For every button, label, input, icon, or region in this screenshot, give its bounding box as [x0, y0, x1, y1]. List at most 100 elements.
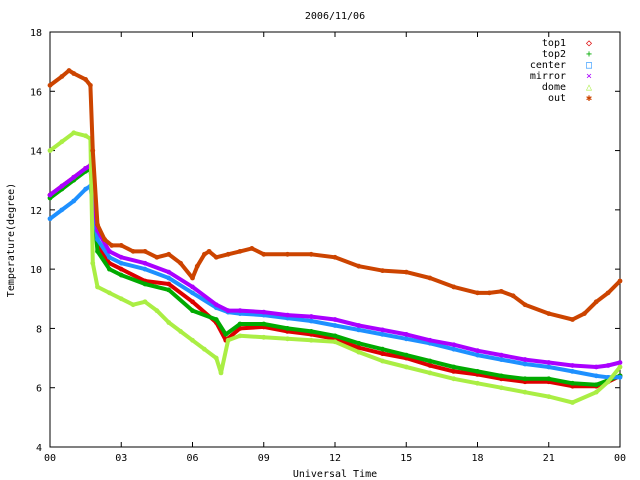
data-point-out [194, 263, 200, 269]
data-point-mirror [403, 331, 409, 337]
data-point-center [190, 290, 195, 296]
data-point-dome [605, 379, 611, 385]
data-point-mirror [451, 342, 457, 348]
data-point-top2 [498, 373, 504, 379]
data-point-out [206, 248, 212, 254]
x-tick-label: 06 [186, 453, 198, 464]
x-tick-label: 12 [329, 453, 341, 464]
series-line-top1 [48, 163, 622, 389]
data-point-mirror [570, 363, 575, 368]
data-point-mirror [190, 284, 195, 290]
data-point-out [261, 251, 267, 257]
data-point-dome [403, 364, 409, 370]
data-point-top2 [118, 272, 124, 278]
data-point-out [510, 293, 516, 299]
data-point-out [522, 302, 528, 308]
data-point-dome [213, 355, 219, 361]
data-point-top2 [190, 308, 195, 314]
data-point-mirror [225, 308, 231, 314]
data-point-out [356, 263, 362, 269]
data-point-out [83, 77, 89, 82]
data-point-dome [201, 346, 207, 352]
data-point-mirror [47, 192, 53, 198]
data-point-out [59, 74, 65, 79]
data-point-center [106, 254, 112, 260]
data-point-out [225, 251, 231, 257]
data-point-center [403, 336, 409, 342]
data-point-out [118, 243, 124, 248]
legend-marker-out: ✱ [586, 93, 592, 104]
x-tick-label: 21 [543, 453, 555, 464]
data-point-top2 [213, 317, 219, 322]
data-point-mirror [59, 183, 65, 189]
data-point-center [593, 373, 599, 379]
data-point-top2 [522, 376, 528, 382]
data-point-dome [261, 334, 267, 340]
data-point-top2 [403, 352, 409, 358]
data-point-center [451, 346, 457, 352]
data-point-center [570, 369, 575, 374]
data-point-out [475, 290, 480, 296]
data-point-dome [332, 339, 338, 345]
data-point-out [427, 275, 433, 281]
data-point-mirror [617, 360, 623, 365]
data-point-top2 [285, 326, 290, 331]
data-point-top2 [570, 380, 575, 386]
data-point-top2 [451, 364, 457, 370]
y-axis-label: Temperature(degree) [6, 183, 17, 297]
data-point-dome [522, 389, 528, 395]
data-point-mirror [546, 360, 552, 365]
data-point-center [332, 323, 338, 328]
data-point-top1 [190, 299, 195, 305]
data-point-top2 [593, 382, 599, 388]
data-point-dome [154, 308, 160, 314]
data-point-out [498, 288, 504, 294]
data-point-top2 [166, 287, 172, 293]
data-point-center [95, 237, 100, 242]
data-point-center [166, 275, 172, 281]
data-point-dome [237, 333, 243, 339]
data-point-top1 [356, 345, 362, 351]
data-point-top1 [118, 266, 124, 272]
data-point-out [285, 251, 290, 257]
data-point-dome [380, 358, 385, 364]
data-point-out [605, 290, 611, 296]
data-point-out [486, 290, 492, 296]
data-point-dome [285, 336, 290, 342]
legend-label-center: center [530, 60, 566, 71]
y-tick-label: 6 [36, 384, 42, 395]
legend-marker-center: □ [586, 60, 592, 71]
data-point-out [90, 148, 96, 153]
plot-frame [49, 31, 621, 448]
data-point-center [356, 327, 362, 333]
y-tick-label: 16 [30, 87, 42, 98]
data-point-out [109, 243, 115, 248]
data-point-out [617, 278, 623, 284]
data-point-center [71, 198, 77, 204]
data-point-out [403, 269, 409, 275]
legend: top1 ◇ top2 + center □ mirror × dome △ out ✱ [530, 38, 592, 104]
data-point-out [249, 245, 255, 251]
data-point-dome [617, 364, 623, 370]
data-point-out [166, 251, 172, 257]
data-point-out [130, 248, 136, 254]
data-point-top2 [332, 333, 338, 339]
legend-marker-mirror: × [586, 71, 592, 82]
data-point-dome [83, 133, 89, 139]
data-point-out [213, 254, 219, 260]
data-point-center [142, 266, 148, 272]
y-tick-label: 8 [36, 324, 42, 335]
y-tick-label: 14 [30, 147, 42, 158]
data-point-out [308, 251, 314, 257]
data-point-center [522, 361, 528, 367]
series-top1 [47, 162, 623, 389]
data-point-mirror [285, 312, 290, 318]
x-tick-label: 00 [614, 453, 626, 464]
data-point-out [95, 222, 100, 228]
data-point-out [380, 268, 385, 274]
data-point-dome [190, 337, 195, 343]
data-point-mirror [118, 254, 124, 260]
data-point-mirror [605, 363, 611, 368]
data-point-mirror [106, 248, 112, 254]
data-point-top2 [356, 340, 362, 346]
